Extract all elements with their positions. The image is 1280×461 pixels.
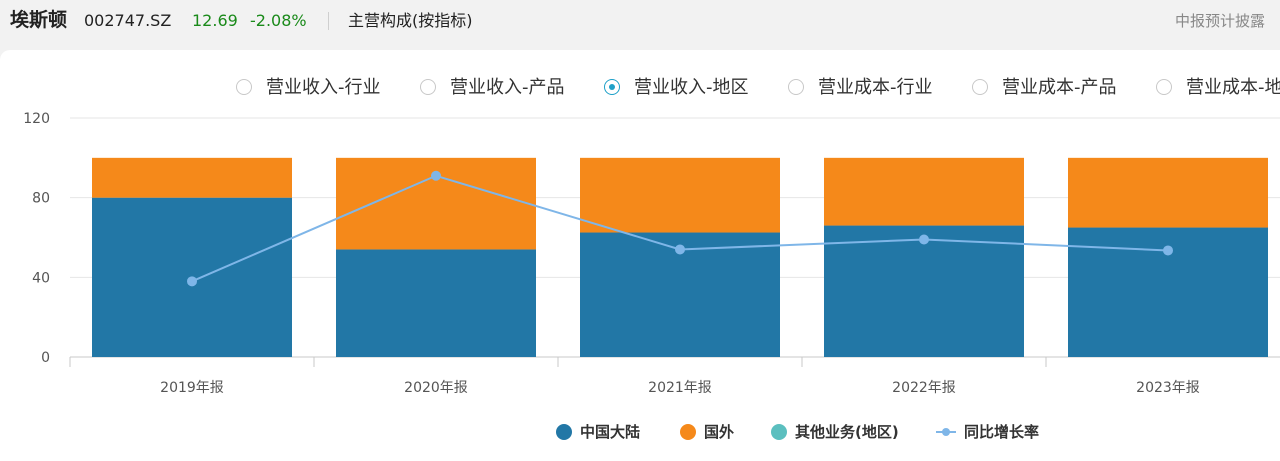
stock-code: 002747.SZ bbox=[84, 11, 172, 30]
legend-dot-icon bbox=[680, 424, 696, 440]
tab-label: 营业成本-地区 bbox=[1186, 77, 1280, 98]
stock-price: 12.69 bbox=[192, 11, 238, 30]
x-tick-label: 2022年报 bbox=[892, 380, 956, 396]
tab-label: 营业成本-产品 bbox=[1002, 77, 1117, 98]
legend-line-icon bbox=[936, 428, 956, 436]
x-tick-label: 2019年报 bbox=[160, 380, 224, 396]
legend-label: 中国大陆 bbox=[580, 423, 641, 441]
legend-label: 其他业务(地区) bbox=[795, 423, 899, 441]
stock-name: 埃斯顿 bbox=[10, 9, 68, 31]
stock-header: 埃斯顿 002747.SZ 12.69 -2.08% 主营构成(按指标) 中报预… bbox=[0, 0, 1280, 44]
x-tick-label: 2021年报 bbox=[648, 380, 712, 396]
x-tick-label: 2023年报 bbox=[1136, 380, 1200, 396]
radio-icon bbox=[420, 79, 436, 95]
growth-point bbox=[1163, 245, 1173, 256]
legend-label: 国外 bbox=[704, 423, 735, 441]
tab-label: 营业收入-地区 bbox=[634, 77, 749, 98]
y-tick-label: 40 bbox=[32, 270, 50, 286]
legend-label: 同比增长率 bbox=[964, 423, 1040, 441]
bar-segment bbox=[92, 157, 292, 198]
growth-point bbox=[431, 170, 441, 181]
y-tick-label: 120 bbox=[23, 111, 50, 127]
radio-icon bbox=[1156, 79, 1172, 95]
legend-dot-icon bbox=[556, 424, 572, 440]
legend-dot-icon bbox=[771, 424, 787, 440]
growth-point bbox=[919, 234, 929, 245]
bar-segment bbox=[824, 157, 1024, 226]
header-divider bbox=[328, 12, 329, 30]
bar-segment bbox=[1068, 157, 1268, 228]
radio-icon bbox=[236, 79, 252, 95]
stock-change: -2.08% bbox=[250, 11, 307, 30]
bar-segment bbox=[824, 225, 1024, 357]
growth-point bbox=[187, 276, 197, 287]
bar-segment bbox=[336, 249, 536, 357]
x-tick-label: 2020年报 bbox=[404, 380, 468, 396]
tab-label: 营业收入-行业 bbox=[266, 77, 381, 98]
y-tick-label: 80 bbox=[32, 191, 50, 207]
tab-label: 营业成本-行业 bbox=[818, 77, 933, 98]
disclosure-note[interactable]: 中报预计披露 bbox=[1175, 12, 1266, 30]
tab-label: 营业收入-产品 bbox=[450, 77, 565, 98]
radio-icon bbox=[972, 79, 988, 95]
radio-selected-icon bbox=[604, 79, 620, 95]
section-title: 主营构成(按指标) bbox=[348, 11, 473, 30]
metric-tab-group: 营业收入-行业 营业收入-产品 营业收入-地区 营业成本-行业 营业成本-产品 … bbox=[0, 50, 1280, 130]
bar-segment bbox=[580, 157, 780, 233]
y-tick-label: 0 bbox=[41, 350, 50, 366]
radio-icon bbox=[788, 79, 804, 95]
growth-point bbox=[675, 244, 685, 255]
